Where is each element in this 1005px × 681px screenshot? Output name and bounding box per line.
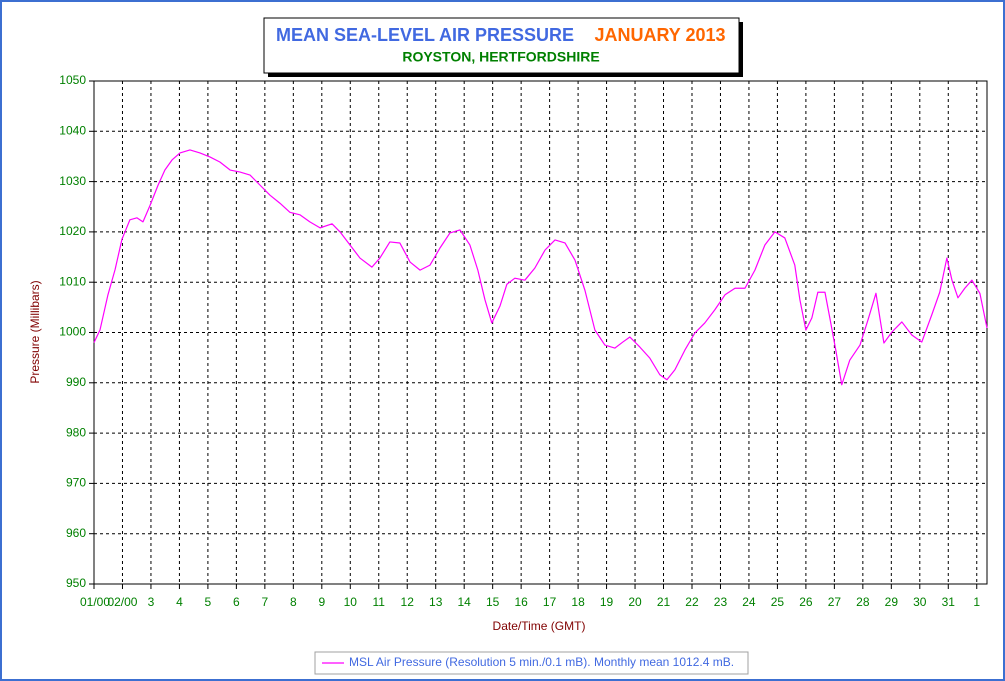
chart-title-period: JANUARY 2013 xyxy=(594,25,725,45)
y-tick-label: 1000 xyxy=(59,325,86,339)
x-tick-label: 25 xyxy=(771,595,785,609)
x-tick-label: 5 xyxy=(205,595,212,609)
y-tick-label: 1050 xyxy=(59,73,86,87)
y-tick-label: 980 xyxy=(66,425,86,439)
y-tick-label: 970 xyxy=(66,476,86,490)
x-tick-label: 30 xyxy=(913,595,927,609)
x-tick-label: 18 xyxy=(571,595,585,609)
x-tick-label: 12 xyxy=(401,595,415,609)
x-tick-label: 7 xyxy=(262,595,269,609)
x-tick-label: 24 xyxy=(742,595,756,609)
x-tick-label: 20 xyxy=(628,595,642,609)
x-tick-label: 23 xyxy=(714,595,728,609)
x-tick-label: 14 xyxy=(458,595,472,609)
x-tick-label: 16 xyxy=(514,595,528,609)
x-tick-label: 10 xyxy=(344,595,358,609)
chart-title: MEAN SEA-LEVEL AIR PRESSURE xyxy=(276,25,574,45)
x-tick-label: 02/00 xyxy=(107,595,137,609)
y-tick-label: 1020 xyxy=(59,224,86,238)
y-tick-label: 1010 xyxy=(59,274,86,288)
x-tick-label: 28 xyxy=(856,595,870,609)
x-tick-label: 29 xyxy=(885,595,899,609)
x-tick-label: 21 xyxy=(657,595,671,609)
y-axis-label: Pressure (Millibars) xyxy=(28,280,42,383)
legend-box xyxy=(314,651,749,675)
legend-label: MSL Air Pressure (Resolution 5 min./0.1 … xyxy=(349,655,734,669)
x-tick-label: 6 xyxy=(233,595,240,609)
y-tick-label: 1040 xyxy=(59,123,86,137)
y-tick-label: 950 xyxy=(66,576,86,590)
chart-subtitle: ROYSTON, HERTFORDSHIRE xyxy=(402,49,599,65)
x-tick-label: 19 xyxy=(600,595,614,609)
x-tick-label: 3 xyxy=(148,595,155,609)
x-tick-label: 15 xyxy=(486,595,500,609)
x-tick-label: 27 xyxy=(828,595,842,609)
x-tick-label: 01/00 xyxy=(80,595,110,609)
x-tick-label: 13 xyxy=(429,595,443,609)
x-tick-label: 8 xyxy=(290,595,297,609)
x-tick-label: 31 xyxy=(942,595,956,609)
data-line xyxy=(93,149,988,386)
x-tick-label: 17 xyxy=(543,595,557,609)
title-box xyxy=(263,17,740,74)
x-tick-label: 11 xyxy=(373,595,386,609)
x-axis-label: Date/Time (GMT) xyxy=(493,619,586,633)
y-tick-label: 1030 xyxy=(59,174,86,188)
x-tick-label: 26 xyxy=(799,595,813,609)
x-tick-label: 22 xyxy=(685,595,699,609)
y-tick-label: 990 xyxy=(66,375,86,389)
x-tick-label: 1 xyxy=(973,595,980,609)
x-tick-label: 9 xyxy=(318,595,325,609)
x-tick-label: 4 xyxy=(176,595,183,609)
y-tick-label: 960 xyxy=(66,526,86,540)
